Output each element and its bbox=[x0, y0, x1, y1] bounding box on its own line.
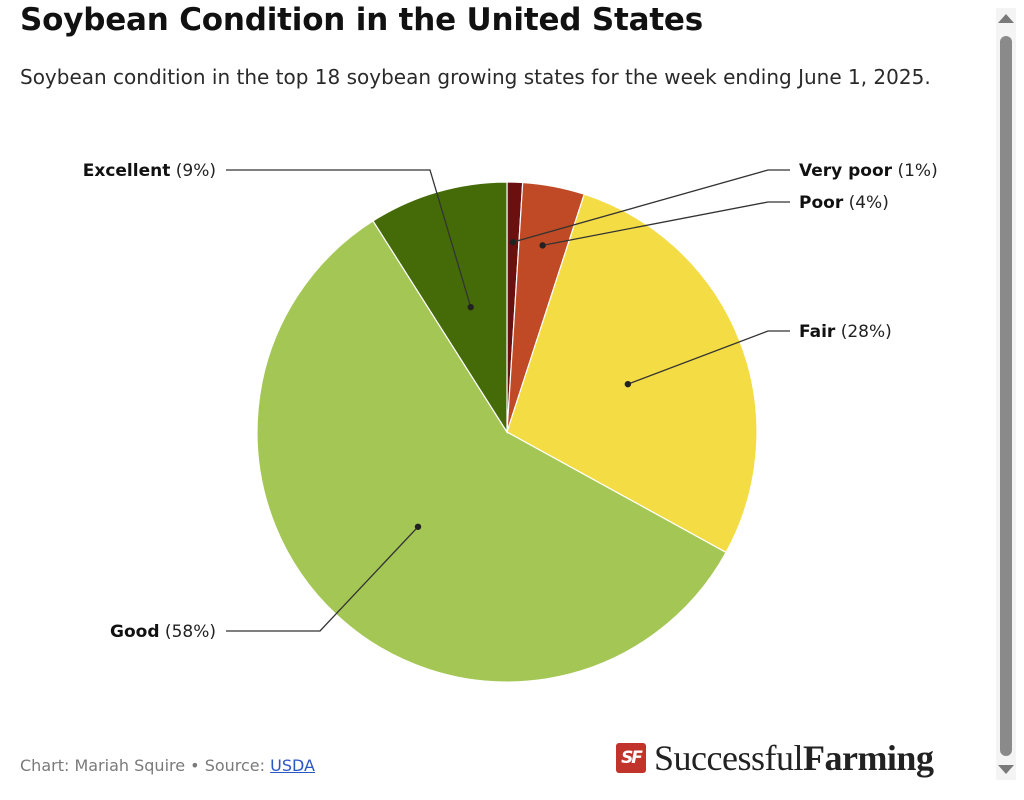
scroll-down-arrow-icon[interactable] bbox=[998, 765, 1014, 774]
pie-slice-excellent bbox=[372, 181, 508, 435]
pie-label-poor: Poor (4%) bbox=[799, 193, 889, 213]
source-link[interactable]: USDA bbox=[270, 756, 315, 775]
leader-line-good bbox=[226, 526, 419, 632]
leader-line-fair bbox=[627, 330, 790, 385]
logo-text-successful: Successful bbox=[654, 738, 803, 778]
leader-dot-good bbox=[414, 523, 422, 530]
scrollbar-thumb[interactable] bbox=[1000, 36, 1012, 756]
leader-dot-excellent bbox=[467, 303, 474, 311]
footer-credit: Chart: Mariah Squire • Source: bbox=[20, 756, 271, 775]
vertical-scrollbar[interactable] bbox=[996, 8, 1016, 780]
pie-slice-fair bbox=[506, 193, 758, 554]
chart-footer: Chart: Mariah Squire • Source: USDA bbox=[20, 756, 315, 775]
successful-farming-logo[interactable]: SF Successful Farming bbox=[616, 736, 934, 780]
pie-label-good: Good (58%) bbox=[110, 622, 216, 642]
chart-subtitle: Soybean condition in the top 18 soybean … bbox=[20, 65, 931, 89]
pie-label-excellent: Excellent (9%) bbox=[83, 161, 216, 181]
chart-title: Soybean Condition in the United States bbox=[20, 2, 704, 38]
leader-dot-very-poor bbox=[509, 238, 517, 246]
pie-label-fair: Fair (28%) bbox=[799, 322, 892, 342]
leader-line-poor bbox=[542, 201, 790, 247]
pie-labels: Very poor (1%) Poor (4%) Fair (28%) Good (5… bbox=[83, 161, 938, 642]
leader-dot-poor bbox=[539, 242, 546, 249]
pie-chart: Very poor (1%) Poor (4%) Fair (28%) Good (5… bbox=[83, 161, 938, 683]
pie-leader-lines bbox=[226, 169, 790, 632]
pie-slices bbox=[256, 181, 758, 683]
leader-line-excellent bbox=[226, 169, 472, 308]
logo-text-farming: Farming bbox=[802, 738, 934, 778]
leader-dot-fair bbox=[624, 380, 632, 388]
scroll-up-arrow-icon[interactable] bbox=[998, 14, 1014, 23]
sf-logo-mark: SF bbox=[616, 743, 646, 773]
leader-line-very-poor bbox=[512, 169, 790, 243]
pie-label-very-poor: Very poor (1%) bbox=[799, 161, 938, 181]
